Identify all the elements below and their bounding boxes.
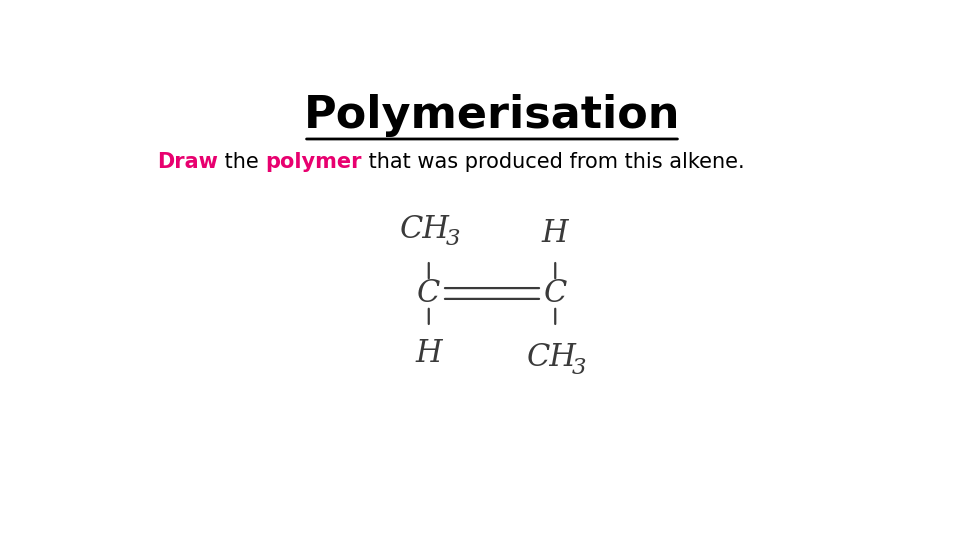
Text: 3: 3 [572,357,587,379]
Text: CH: CH [400,213,450,245]
Text: C: C [417,278,441,309]
Text: that was produced from this alkene.: that was produced from this alkene. [362,152,745,172]
Text: Polymerisation: Polymerisation [303,94,681,137]
Text: polymer: polymer [266,152,362,172]
Text: C: C [543,278,567,309]
Text: the: the [218,152,266,172]
Text: 3: 3 [445,228,460,251]
Text: CH: CH [526,342,577,374]
Text: H: H [416,338,442,369]
Text: Draw: Draw [157,152,218,172]
Text: H: H [542,218,568,249]
